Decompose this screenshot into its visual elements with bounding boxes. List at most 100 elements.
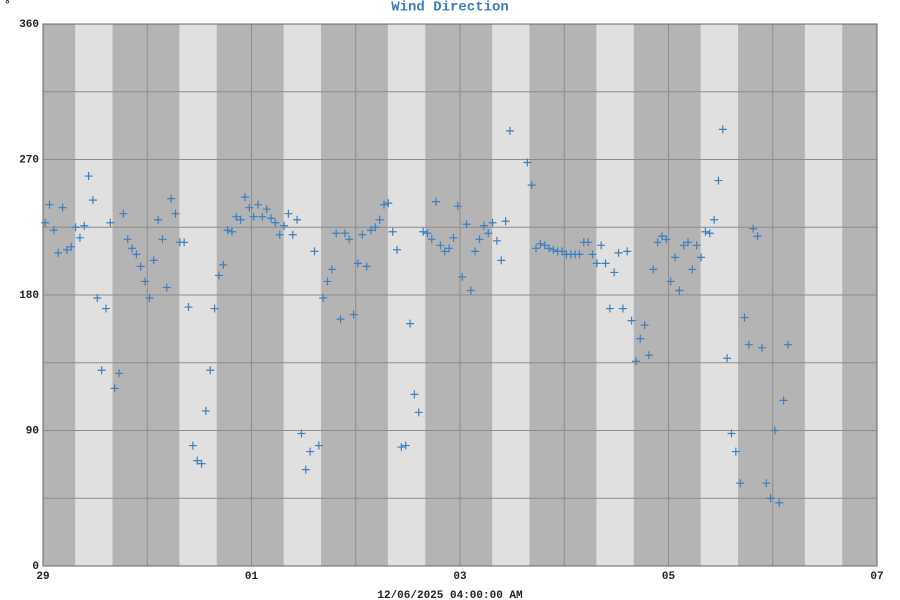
x-tick-label: 29 xyxy=(36,571,49,583)
data-point xyxy=(462,220,471,229)
data-point xyxy=(775,498,784,507)
data-point xyxy=(766,494,775,503)
data-point xyxy=(197,459,206,468)
data-point xyxy=(623,247,632,256)
data-point xyxy=(388,227,397,236)
data-point xyxy=(492,236,501,245)
data-point xyxy=(653,238,662,247)
data-point xyxy=(214,271,223,280)
data-point xyxy=(406,319,415,328)
data-point xyxy=(657,232,666,241)
data-point xyxy=(466,286,475,295)
data-point xyxy=(267,214,276,223)
data-point xyxy=(136,262,145,271)
data-point xyxy=(432,197,441,206)
data-point xyxy=(488,218,497,227)
y-unit: ° xyxy=(4,0,11,12)
data-point xyxy=(701,227,710,236)
data-point xyxy=(80,221,89,230)
y-tick-label: 90 xyxy=(26,425,39,437)
data-point xyxy=(618,304,627,313)
data-point xyxy=(249,212,258,221)
data-point xyxy=(601,259,610,268)
data-point xyxy=(610,268,619,277)
data-point xyxy=(419,227,428,236)
x-tick-label: 01 xyxy=(245,571,259,583)
data-point xyxy=(210,304,219,313)
data-point xyxy=(145,294,154,303)
data-point xyxy=(345,235,354,244)
data-point xyxy=(310,247,319,256)
data-point xyxy=(762,479,771,488)
data-point xyxy=(666,277,675,286)
data-point xyxy=(371,223,380,232)
y-tick-label: 360 xyxy=(19,19,39,31)
data-point xyxy=(327,265,336,274)
data-point xyxy=(358,230,367,239)
chart-title: Wind Direction xyxy=(391,0,509,16)
data-point xyxy=(688,265,697,274)
data-point xyxy=(662,235,671,244)
data-point xyxy=(783,340,792,349)
data-point xyxy=(227,227,236,236)
data-point xyxy=(549,245,558,254)
data-point xyxy=(128,244,137,253)
data-point xyxy=(349,310,358,319)
data-point xyxy=(71,223,80,232)
y-tick-label: 270 xyxy=(19,154,39,166)
data-point xyxy=(779,396,788,405)
data-point xyxy=(679,241,688,250)
data-point xyxy=(319,294,328,303)
data-point xyxy=(705,229,714,238)
data-point xyxy=(649,265,658,274)
data-point xyxy=(284,209,293,218)
data-point xyxy=(449,233,458,242)
x-axis-label: 12/06/2025 04:00:00 AM xyxy=(377,590,523,600)
data-point xyxy=(67,242,76,251)
data-point xyxy=(753,232,762,241)
data-point xyxy=(445,244,454,253)
data-point xyxy=(236,215,245,224)
data-point xyxy=(323,277,332,286)
data-point xyxy=(532,244,541,253)
data-point xyxy=(106,218,115,227)
data-point xyxy=(697,253,706,262)
data-point xyxy=(123,235,132,244)
data-point xyxy=(41,218,50,227)
data-point xyxy=(293,215,302,224)
data-point xyxy=(180,238,189,247)
data-point xyxy=(749,224,758,233)
data-point xyxy=(158,235,167,244)
x-tick-label: 03 xyxy=(453,571,467,583)
data-point xyxy=(545,244,554,253)
data-point xyxy=(484,229,493,238)
data-point xyxy=(527,181,536,190)
data-point xyxy=(671,253,680,262)
data-point xyxy=(232,212,241,221)
data-point xyxy=(254,200,263,209)
data-point xyxy=(314,441,323,450)
data-point xyxy=(154,215,163,224)
data-point xyxy=(714,176,723,185)
data-point xyxy=(332,229,341,238)
data-point xyxy=(458,272,467,281)
data-point xyxy=(597,241,606,250)
data-point xyxy=(379,200,388,209)
data-point xyxy=(223,226,232,235)
data-point xyxy=(453,202,462,211)
data-point xyxy=(640,321,649,330)
data-point xyxy=(280,221,289,230)
data-point xyxy=(644,351,653,360)
data-point xyxy=(306,447,315,456)
data-point xyxy=(736,479,745,488)
data-point xyxy=(479,221,488,230)
data-point xyxy=(410,390,419,399)
data-point xyxy=(497,256,506,265)
data-point xyxy=(692,241,701,250)
data-point xyxy=(271,218,280,227)
data-point xyxy=(93,294,102,303)
data-point xyxy=(101,304,110,313)
data-point xyxy=(84,172,93,181)
data-point xyxy=(744,340,753,349)
data-point xyxy=(49,226,58,235)
